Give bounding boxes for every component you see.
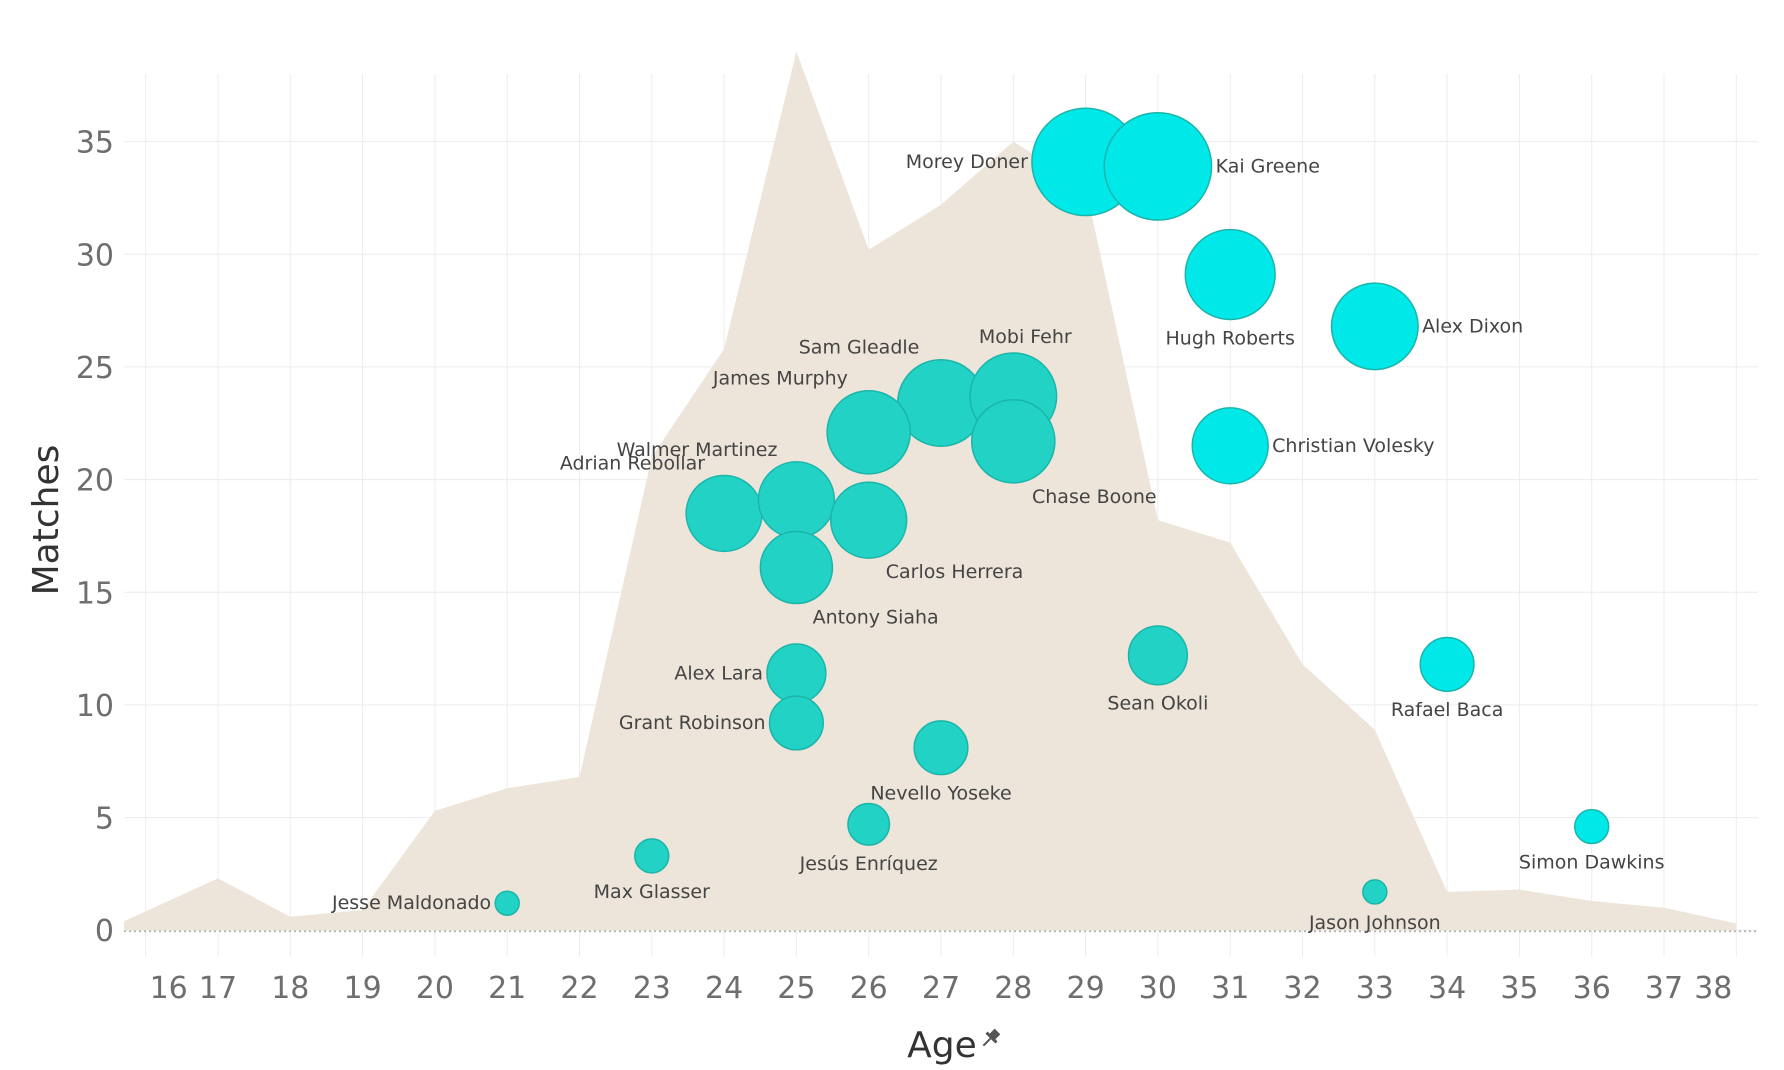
x-tick-label: 30 [1139, 971, 1177, 1006]
bubble-point[interactable] [1191, 407, 1269, 485]
bubble-point[interactable] [768, 695, 824, 751]
x-tick-label: 34 [1428, 971, 1466, 1006]
bubble-point[interactable] [494, 890, 520, 916]
point-label: Hugh Roberts [1166, 327, 1295, 349]
x-tick-label: 16 [150, 971, 188, 1006]
x-tick-label: 23 [633, 971, 671, 1006]
y-tick-label: 15 [76, 576, 114, 611]
bubble-point[interactable] [970, 398, 1056, 484]
x-tick-label: 32 [1283, 971, 1321, 1006]
x-tick-label: 18 [271, 971, 309, 1006]
x-tick-label: 24 [705, 971, 743, 1006]
point-label: Carlos Herrera [886, 561, 1024, 583]
x-tick-label: 36 [1573, 971, 1611, 1006]
point-label: Jason Johnson [1308, 912, 1441, 934]
bubble-point[interactable] [1127, 625, 1189, 686]
x-axis-title: Age [907, 1025, 977, 1066]
bubble-point[interactable] [759, 530, 834, 605]
bubble-point[interactable] [847, 802, 891, 846]
x-tick-label: 31 [1211, 971, 1249, 1006]
y-axis-title: Matches [26, 445, 67, 596]
x-tick-label: 35 [1500, 971, 1538, 1006]
bubble-point[interactable] [1573, 808, 1610, 845]
x-tick-label: 38 [1694, 971, 1732, 1006]
point-label: Chase Boone [1032, 486, 1157, 508]
pin-icon[interactable] [978, 1027, 1002, 1051]
point-label: Nevello Yoseke [870, 783, 1011, 805]
bubble-point[interactable] [634, 838, 670, 874]
x-tick-label: 21 [488, 971, 526, 1006]
y-tick-label: 25 [76, 351, 114, 386]
point-label: Grant Robinson [619, 712, 766, 734]
bubble-point[interactable] [685, 474, 763, 553]
x-tick-label: 28 [994, 971, 1032, 1006]
point-label: Rafael Baca [1391, 699, 1504, 721]
y-tick-label: 20 [76, 464, 114, 499]
point-label: Antony Siaha [813, 606, 939, 628]
x-tick-label: 20 [416, 971, 454, 1006]
bubble-point[interactable] [830, 481, 908, 559]
point-label: Mobi Fehr [979, 326, 1072, 348]
bubble-point[interactable] [1362, 879, 1388, 905]
point-label: Simon Dawkins [1519, 852, 1665, 874]
bubble-point[interactable] [826, 389, 912, 475]
point-label: Walmer Martinez [617, 439, 778, 461]
point-label: James Murphy [712, 368, 848, 390]
point-label: Kai Greene [1216, 155, 1320, 177]
x-tick-label: 27 [922, 971, 960, 1006]
x-tick-label: 33 [1356, 971, 1394, 1006]
bubble-point[interactable] [913, 720, 969, 776]
bubble-point[interactable] [766, 643, 827, 704]
x-tick-label: 19 [343, 971, 381, 1006]
y-tick-label: 5 [95, 802, 114, 837]
bubble-point[interactable] [1103, 111, 1213, 221]
x-tick-label: 17 [199, 971, 237, 1006]
y-tick-label: 10 [76, 689, 114, 724]
bubble-point[interactable] [1330, 282, 1419, 371]
x-tick-label: 26 [850, 971, 888, 1006]
y-tick-label: 30 [76, 238, 114, 273]
bubble-point[interactable] [757, 461, 836, 539]
y-tick-label: 35 [76, 126, 114, 161]
x-tick-label: 25 [777, 971, 815, 1006]
label-layer: Jesse Maldonado Max Glasser Jesús Enríquez… [331, 151, 1665, 934]
point-label: Adrian Rebollar [560, 452, 705, 474]
x-tick-label: 22 [560, 971, 598, 1006]
point-label: Sean Okoli [1107, 693, 1208, 715]
point-label: Sam Gleadle [799, 337, 920, 359]
area-series [124, 51, 1737, 931]
point-label: Morey Doner [906, 151, 1028, 173]
y-tick-label: 0 [95, 914, 114, 949]
x-tick-label: 29 [1067, 971, 1105, 1006]
bubble-point[interactable] [1184, 228, 1276, 321]
bubble-layer [494, 107, 1610, 916]
point-label: Alex Lara [674, 662, 763, 684]
point-label: Max Glasser [594, 881, 710, 903]
y-axis-ticks: 0 5 10 15 20 25 30 35 [76, 126, 114, 950]
point-label: Jesús Enríquez [799, 853, 938, 875]
x-axis-ticks: 16 17 18 19 20 21 22 23 24 25 26 27 28 29 30 31 32 33 34 35… [150, 971, 1733, 1006]
point-label: Christian Volesky [1272, 435, 1434, 457]
point-label: Jesse Maldonado [331, 892, 491, 914]
x-tick-label: 37 [1645, 971, 1683, 1006]
point-label: Alex Dixon [1422, 315, 1523, 337]
bubble-point[interactable] [1419, 636, 1475, 692]
